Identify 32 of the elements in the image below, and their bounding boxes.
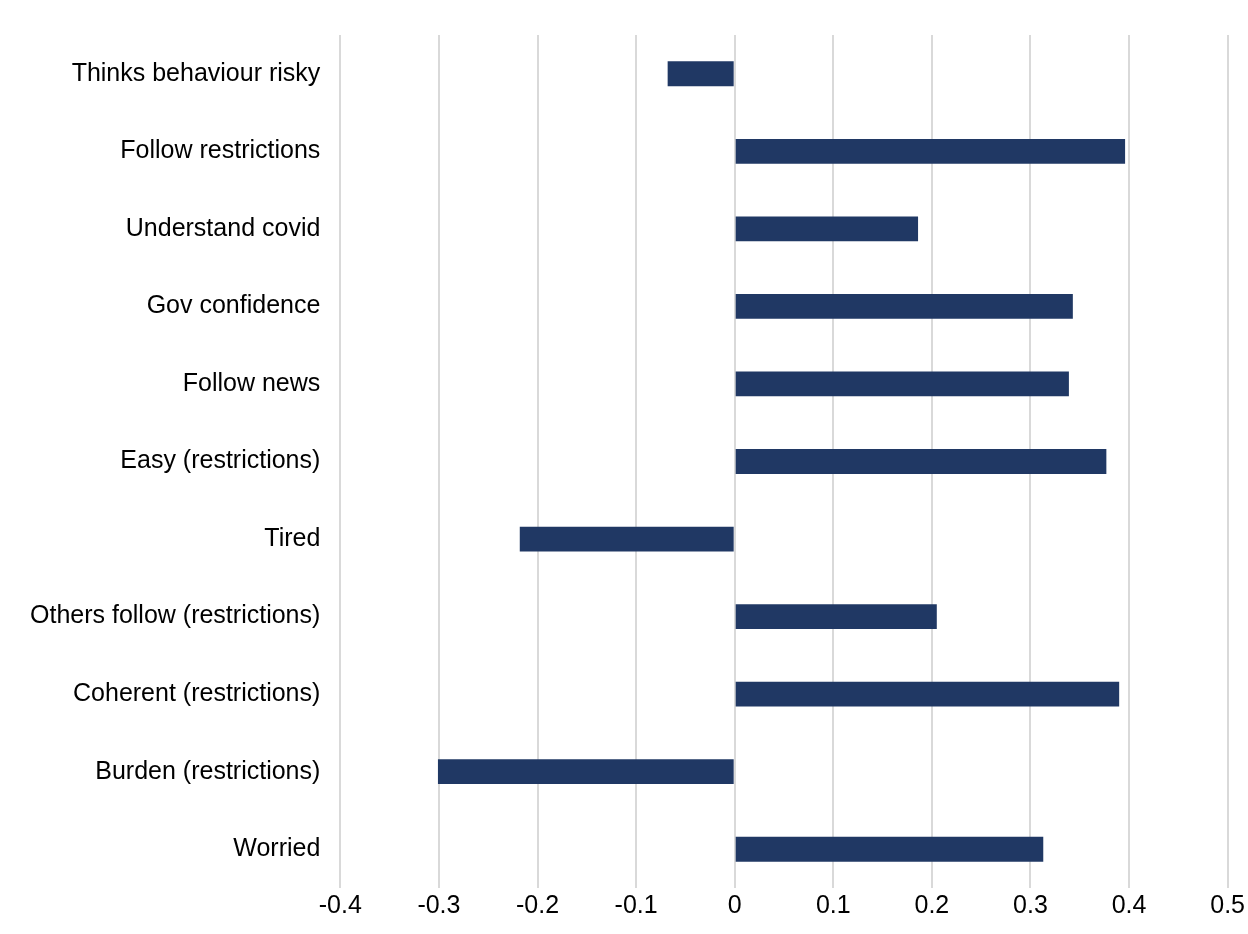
bar — [735, 138, 1126, 164]
x-tick-label: 0.4 — [1111, 889, 1147, 918]
bar — [735, 836, 1044, 862]
bar — [735, 604, 937, 629]
x-tick-label: 0 — [727, 889, 742, 918]
x-tick-label: -0.4 — [318, 889, 362, 918]
bar — [519, 526, 734, 552]
y-tick-label: Tired — [264, 522, 321, 551]
bar — [735, 294, 1073, 319]
x-tick-label: -0.2 — [515, 889, 560, 918]
y-tick-label: Follow news — [182, 367, 321, 396]
x-tick-label: 0.3 — [1013, 889, 1048, 918]
x-tick-label: 0.2 — [914, 889, 950, 918]
y-tick-label: Understand covid — [125, 212, 321, 241]
y-tick-label: Follow restrictions — [120, 135, 321, 164]
x-tick-label: 0.1 — [815, 889, 851, 918]
bar — [667, 61, 734, 87]
x-tick-label: 0.5 — [1210, 889, 1246, 918]
y-tick-label: Thinks behaviour risky — [71, 57, 321, 86]
bar — [735, 449, 1107, 474]
y-tick-label: Easy (restrictions) — [120, 445, 321, 474]
bar — [735, 216, 919, 242]
x-tick-label: -0.3 — [417, 889, 461, 918]
y-tick-label: Coherent (restrictions) — [73, 678, 321, 707]
bar — [735, 371, 1069, 397]
y-tick-label: Others follow (restrictions) — [29, 600, 321, 629]
x-tick-label: -0.1 — [614, 889, 658, 918]
y-tick-label: Burden (restrictions) — [95, 755, 321, 784]
bar — [735, 681, 1120, 707]
y-tick-label: Gov confidence — [146, 290, 321, 319]
y-tick-label: Worried — [233, 833, 321, 862]
bar — [437, 759, 734, 785]
